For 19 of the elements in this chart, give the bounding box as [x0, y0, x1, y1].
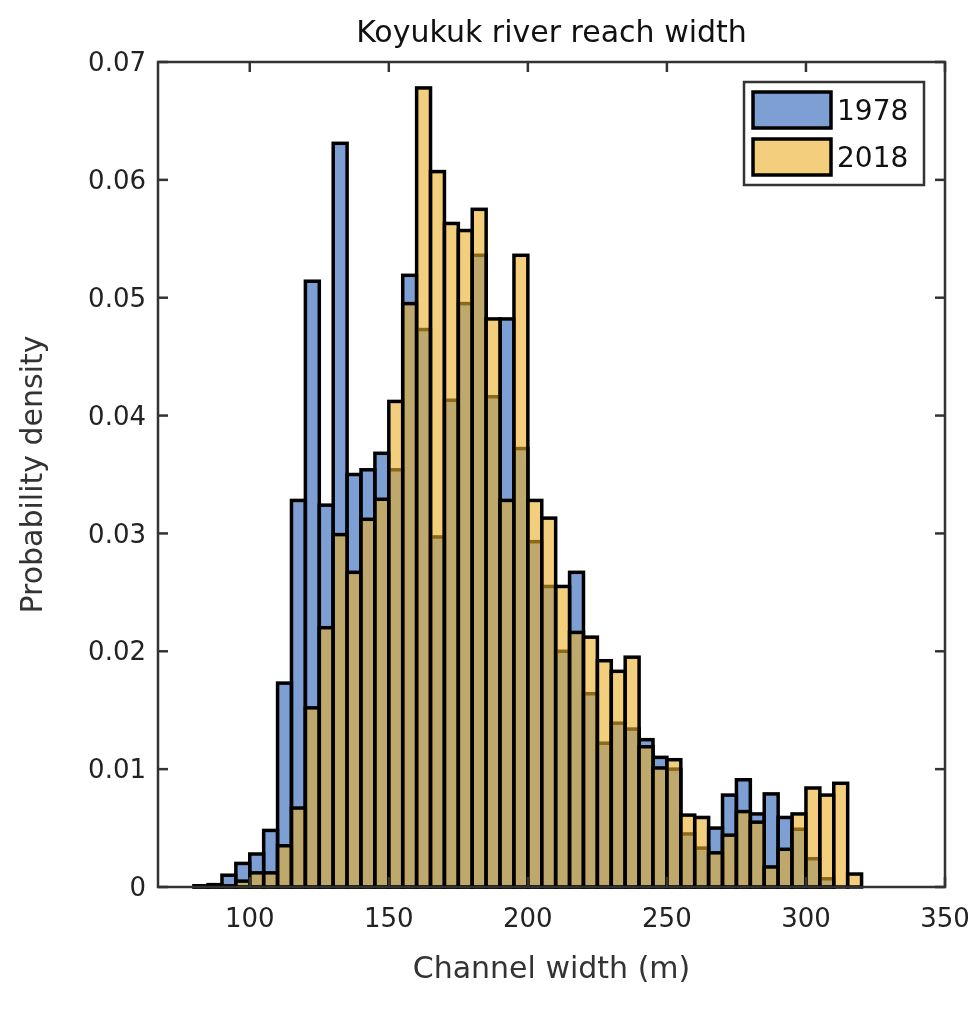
y-tick-label: 0.05 [88, 282, 146, 313]
x-tick-label: 200 [503, 903, 553, 933]
y-tick-label: 0 [129, 872, 146, 903]
y-tick-label: 0.04 [88, 400, 146, 431]
x-tick-label: 250 [642, 903, 692, 933]
y-axis-title: Probability density [14, 335, 49, 614]
y-tick-label: 0.01 [88, 754, 146, 785]
y-tick-label: 0.02 [88, 636, 146, 667]
legend-label: 2018 [837, 140, 909, 174]
x-tick-label: 100 [224, 903, 275, 933]
y-tick-label: 0.07 [88, 47, 146, 78]
x-axis-title: Channel width (m) [412, 950, 691, 985]
y-tick-label: 0.06 [88, 164, 146, 195]
x-tick-label: 350 [920, 903, 970, 933]
chart-title: Koyukuk river reach width [356, 14, 747, 49]
x-tick-label: 300 [781, 903, 831, 933]
y-tick-label: 0.03 [88, 518, 146, 549]
legend-label: 1978 [837, 93, 909, 127]
x-tick-label: 150 [364, 903, 414, 933]
